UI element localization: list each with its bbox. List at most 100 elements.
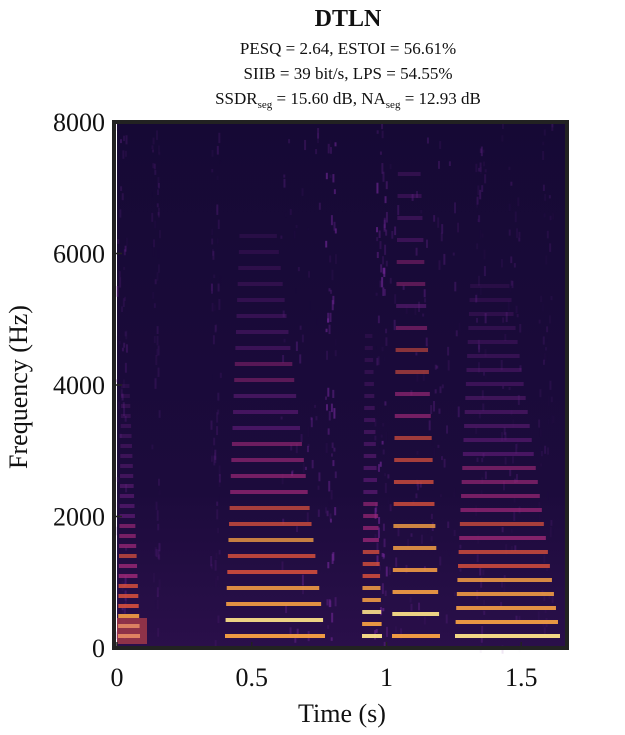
noise [476,457,479,462]
noise [501,526,504,533]
noise [122,298,125,308]
noise [542,141,545,146]
noise [479,189,482,200]
noise [158,248,160,258]
noise [158,542,161,551]
harmonic [395,326,428,330]
noise [124,331,127,337]
harmonic [393,480,434,484]
noise [425,337,428,347]
noise [508,386,511,391]
harmonic [119,534,136,538]
noise [437,160,440,169]
noise [156,203,159,208]
noise [288,139,291,144]
noise [519,323,522,333]
noise [410,603,413,611]
noise [315,148,318,155]
noise [377,527,380,539]
noise [153,247,155,256]
noise [397,526,400,537]
noise [317,132,320,144]
noise [543,591,546,601]
noise [120,388,123,398]
harmonic [396,238,424,242]
noise [123,249,126,256]
noise [434,389,437,394]
noise [481,390,484,399]
noise [326,599,329,606]
noise [376,555,379,567]
noise [479,567,482,576]
harmonic [462,466,536,470]
harmonic [228,538,314,542]
noise [382,523,385,531]
noise [301,188,304,196]
noise [118,271,121,278]
noise [517,395,520,405]
noise [544,347,547,351]
noise [218,479,221,488]
noise [551,122,554,131]
noise [289,209,292,215]
noise [332,174,335,183]
noise [409,597,412,603]
harmonic [459,522,544,526]
noise [393,319,396,331]
noise [452,252,455,256]
noise [447,521,450,529]
noise [216,145,219,155]
noise [453,488,455,498]
noise [385,229,388,236]
noise [325,404,328,411]
noise [219,372,222,378]
noise [500,579,503,588]
x-tick-label: 0 [111,663,124,692]
noise [381,583,384,594]
harmonic [234,378,295,382]
noise [217,615,220,624]
noise [382,553,385,560]
noise [154,600,156,609]
noise [502,385,505,389]
noise [315,416,318,421]
noise [155,186,157,190]
noise [153,163,156,170]
noise [433,215,436,222]
noise [210,564,213,569]
noise [154,287,156,290]
harmonic [396,282,426,286]
noise [510,181,513,186]
harmonic [395,392,430,396]
noise [151,191,153,197]
noise [475,294,478,303]
noise [539,389,542,398]
noise [503,582,506,593]
harmonic [362,586,381,590]
noise [430,536,433,542]
noise [481,185,484,193]
noise [215,578,217,586]
noise [307,228,309,231]
noise [325,507,328,514]
noise [539,514,541,522]
noise [397,205,400,216]
noise [387,499,389,504]
harmonic [227,554,316,558]
noise [379,280,382,288]
noise [285,604,288,614]
noise [389,504,392,512]
noise [121,608,124,616]
harmonic [120,454,133,458]
noise [518,615,521,622]
noise [384,196,387,204]
noise [294,231,296,239]
noise [420,209,423,214]
harmonic [461,494,540,498]
noise [382,449,385,455]
harmonic [363,466,377,470]
noise [484,349,487,357]
noise [124,599,127,606]
noise [485,374,487,379]
